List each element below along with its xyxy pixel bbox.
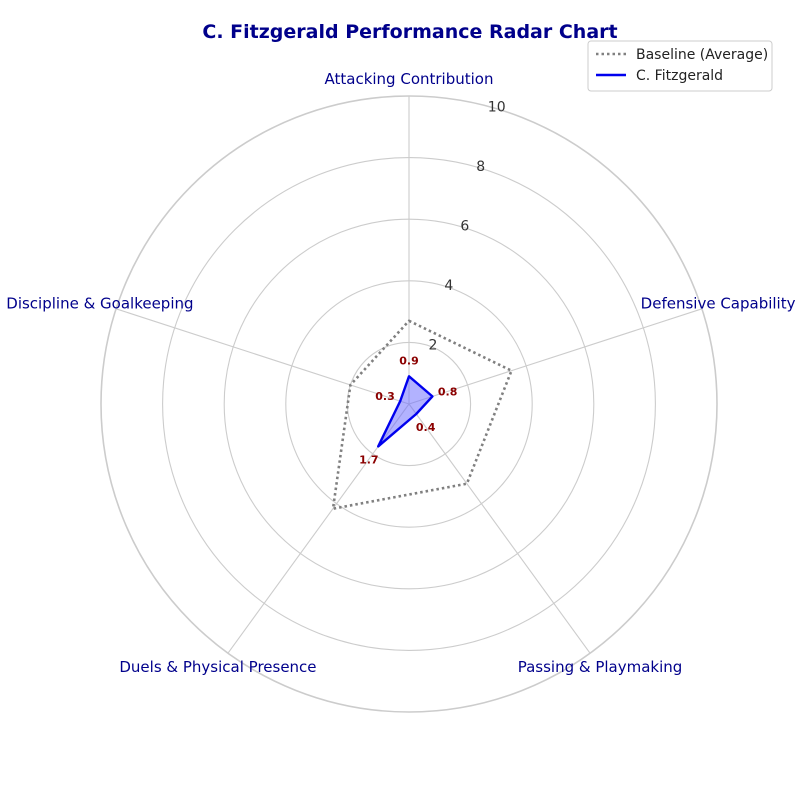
radar-series bbox=[331, 319, 513, 510]
series-line-1 bbox=[377, 375, 434, 448]
r-tick-label-8: 8 bbox=[476, 159, 485, 175]
radar-labels: 2 4 6 8 10 Attacking Contribution Defensive Ca… bbox=[6, 70, 795, 676]
grid-spoke-2 bbox=[408, 403, 591, 654]
value-label-0: 0.9 bbox=[399, 354, 419, 367]
category-label-2: Passing & Playmaking bbox=[518, 658, 683, 676]
value-label-3: 1.7 bbox=[359, 453, 379, 466]
legend-box bbox=[587, 40, 773, 92]
category-label-4: Discipline & Goalkeeping bbox=[6, 295, 193, 313]
category-label-3: Duels & Physical Presence bbox=[119, 658, 316, 676]
r-tick-label-2: 2 bbox=[428, 337, 437, 353]
value-label-2: 0.4 bbox=[416, 421, 436, 434]
series-line-0 bbox=[331, 319, 513, 510]
r-tick-label-6: 6 bbox=[460, 218, 469, 234]
value-label-1: 0.8 bbox=[438, 385, 458, 398]
grid-spoke-1 bbox=[408, 308, 703, 405]
category-label-0: Attacking Contribution bbox=[325, 70, 494, 88]
r-tick-label-10: 10 bbox=[488, 99, 506, 115]
value-label-4: 0.3 bbox=[375, 390, 395, 403]
series-fill-1 bbox=[378, 376, 433, 447]
grid-spoke-4 bbox=[115, 308, 410, 405]
r-tick-label-4: 4 bbox=[444, 278, 453, 294]
category-label-1: Defensive Capability bbox=[641, 295, 796, 313]
legend-label-player: C. Fitzgerald bbox=[636, 68, 723, 84]
legend: Baseline (Average) C. Fitzgerald bbox=[587, 40, 773, 92]
chart-title: C. Fitzgerald Performance Radar Chart bbox=[202, 21, 617, 43]
legend-label-baseline: Baseline (Average) bbox=[636, 47, 768, 63]
